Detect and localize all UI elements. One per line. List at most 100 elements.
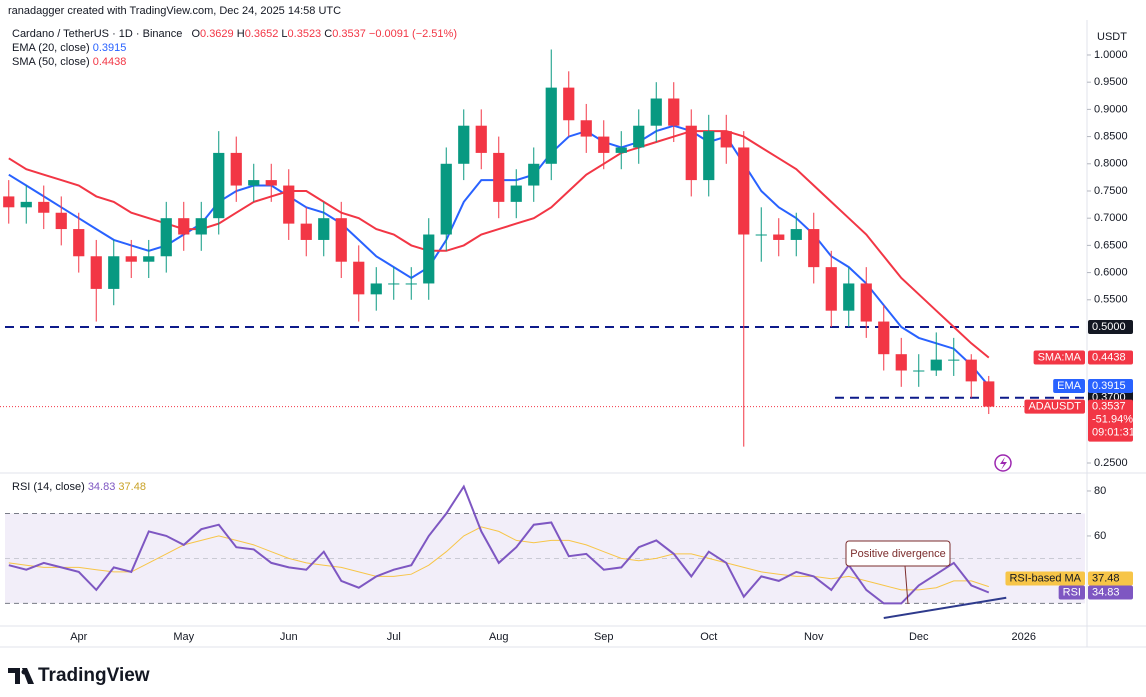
y-tick-label: 0.9500 [1094, 76, 1128, 88]
ohlc-value: 0.3629 [200, 28, 234, 40]
badge-value: -51.94% [1092, 413, 1133, 425]
candle-body [458, 125, 470, 164]
y-tick-label: 0.8000 [1094, 158, 1128, 170]
y-tick-label: 0.9000 [1094, 103, 1128, 115]
candle-body [55, 212, 67, 230]
y-tick-label: 1.0000 [1094, 49, 1128, 61]
symbol-legend: Cardano / TetherUS · 1D · Binance O0.362… [12, 28, 457, 40]
brand: TradingView [38, 665, 150, 686]
badge-value: 0.3915 [1092, 380, 1126, 392]
candle-body [388, 283, 400, 285]
ohlc-key: C [324, 28, 332, 40]
rsi-line [8, 484, 990, 605]
x-tick-label: Dec [909, 631, 929, 643]
y-tick-label: 0.2500 [1094, 457, 1128, 469]
candle-body [738, 147, 750, 235]
candle-body [335, 218, 347, 262]
candle-body [160, 218, 172, 257]
legend-value: 0.3915 [93, 42, 127, 54]
y-tick-label: 0.6500 [1094, 239, 1128, 251]
candle-body [965, 359, 977, 382]
change: −0.0091 (−2.51%) [369, 28, 457, 40]
x-tick-label: May [173, 631, 194, 643]
y-tick-label: 0.7500 [1094, 185, 1128, 197]
brand-logo [8, 668, 34, 684]
candle-body [983, 381, 995, 407]
candle-body [353, 261, 365, 295]
badge-name-box [1024, 399, 1085, 414]
x-tick-label: Jul [387, 631, 401, 643]
candle-body [90, 256, 102, 289]
y-tick-label: 60 [1094, 530, 1106, 542]
candle-body [493, 152, 505, 202]
annotation-pointer [904, 565, 909, 605]
divergence-line [883, 596, 1007, 620]
candle-body [948, 359, 960, 361]
candle-body [38, 201, 50, 213]
badge-value: 0.5000 [1092, 321, 1126, 333]
candle-body [878, 321, 890, 355]
legend-value: 34.83 [88, 481, 116, 493]
attribution: ranadagger created with TradingView.com,… [8, 5, 341, 17]
candle-body [195, 218, 207, 235]
candle-body [650, 98, 662, 126]
y-tick-label: 0.5500 [1094, 294, 1128, 306]
candle-body [318, 218, 330, 240]
badge-value: 0.4438 [1092, 351, 1126, 363]
candle-body [913, 370, 925, 372]
badge-name-box [1058, 585, 1085, 600]
ohlc-key: H [237, 28, 245, 40]
candle-body [265, 180, 277, 186]
badge-name: RSI-based MA [1009, 572, 1081, 584]
badge-value-box [1088, 319, 1133, 334]
candle-body [108, 256, 120, 289]
x-tick-label: Aug [489, 631, 509, 643]
alert-icon [994, 454, 1012, 472]
candle-body [370, 283, 382, 295]
candle-body [773, 234, 785, 240]
legend-name: EMA (20, close) [12, 42, 90, 54]
badge-name: ADAUSDT [1028, 400, 1081, 412]
ohlc-value: 0.3523 [288, 28, 322, 40]
candle-body [633, 125, 645, 148]
badge-name: EMA [1057, 380, 1082, 392]
candle-body [283, 185, 295, 224]
candle-body [440, 163, 452, 235]
candle-body [860, 283, 872, 322]
ohlc-key: L [281, 28, 287, 40]
ma-line [8, 130, 990, 359]
candle-body [405, 283, 417, 285]
candle-body [73, 229, 85, 257]
badge-value-box [1088, 585, 1133, 600]
x-tick-label: Apr [70, 631, 87, 643]
candle-body [930, 359, 942, 371]
y-tick-label: 0.6000 [1094, 266, 1128, 278]
candle-body [580, 120, 592, 137]
legend-name: RSI (14, close) [12, 481, 85, 493]
candle-body [808, 229, 820, 268]
y-tick-label: 0.7000 [1094, 212, 1128, 224]
badge-value-box [1088, 379, 1133, 394]
rsi-legend: RSI (14, close) 34.83 37.48 [12, 481, 146, 493]
x-tick-label: Jun [280, 631, 298, 643]
legend-value: 0.4438 [93, 56, 127, 68]
x-tick-label: 2026 [1012, 631, 1036, 643]
ohlc-key: O [191, 28, 200, 40]
candle-body [895, 354, 907, 371]
candle-body [178, 218, 190, 235]
candle-body [423, 234, 435, 284]
currency: USDT [1097, 31, 1127, 43]
badge-name-box [1033, 350, 1085, 365]
badge-value-box [1088, 571, 1133, 586]
legend-value: 37.48 [118, 481, 146, 493]
candle-body [598, 136, 610, 153]
symbol: Cardano / TetherUS · 1D · Binance [12, 28, 182, 40]
x-tick-label: Oct [700, 631, 717, 643]
candle-body [213, 152, 225, 219]
ema-legend: EMA (20, close) 0.3915 [12, 42, 126, 54]
badge-value: 37.48 [1092, 572, 1120, 584]
legend-name: SMA (50, close) [12, 56, 90, 68]
y-tick-label: 80 [1094, 485, 1106, 497]
badge-value: 0.3537 [1092, 400, 1126, 412]
